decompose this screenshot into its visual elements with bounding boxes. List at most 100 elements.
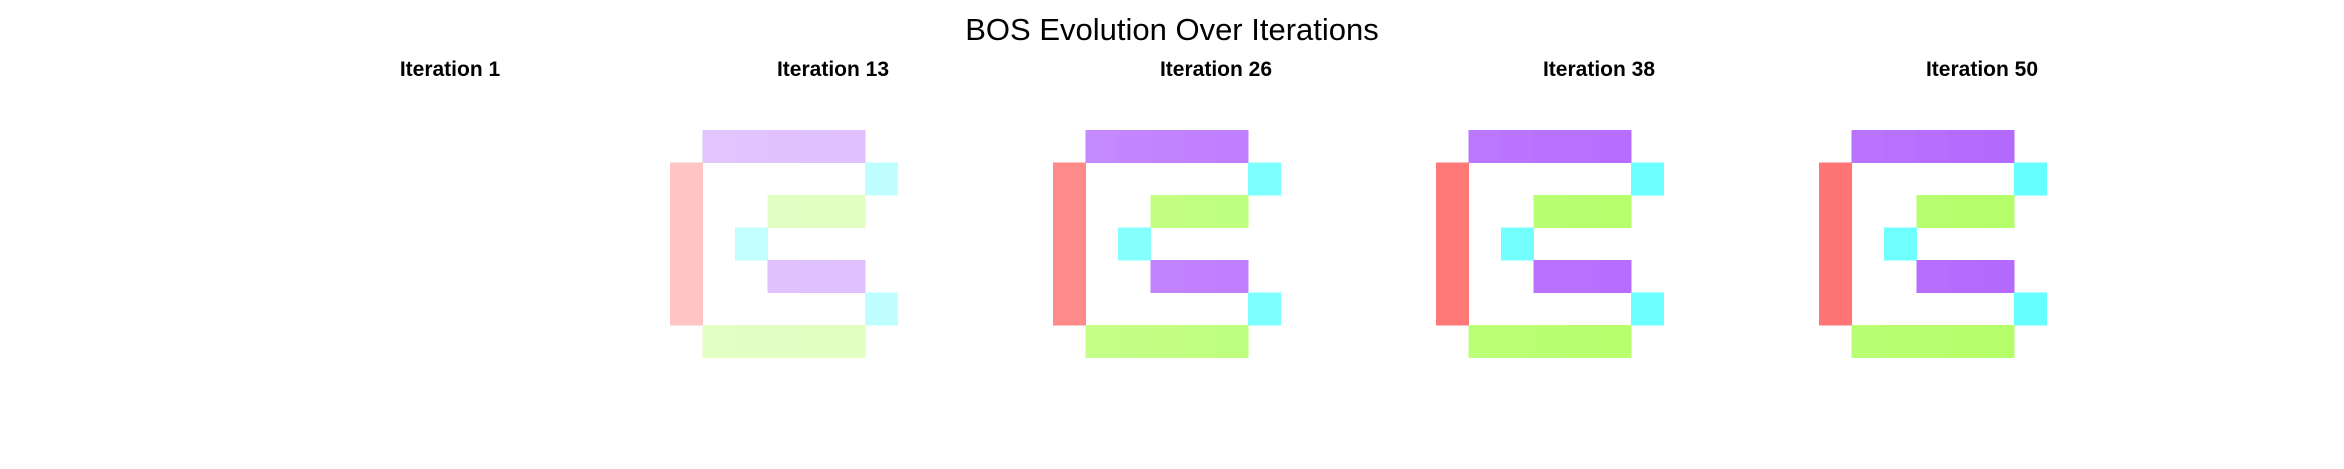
heatmap-cell-green [1533,325,1567,358]
heatmap-cell-purple [735,130,768,163]
heatmap-cell-purple [1501,130,1534,163]
heatmap-cell-cyan [1248,292,1281,326]
heatmap-cell-purple [1118,130,1151,163]
heatmap-cell-purple [1215,130,1249,163]
heatmap-cell-green [1916,195,1950,228]
heatmap-cell-purple [1916,130,1950,163]
heatmap-cell-green [1884,325,1917,358]
heatmap-cell-green [1183,325,1216,358]
heatmap-cell-green [767,325,801,358]
heatmap-cell-cyan [1118,227,1151,261]
heatmap-cell-green [1150,195,1184,228]
panel-heatmap [1436,130,1664,358]
heatmap-cell-red [1053,227,1086,261]
heatmap-cell-green [1981,325,2015,358]
heatmap-cell-red [670,260,703,293]
heatmap-cell-red [1819,260,1852,293]
heatmap-cell-cyan [865,292,898,326]
heatmap-cell-purple [1533,260,1567,293]
panel-heatmap [1819,130,2047,358]
heatmap-cell-red [1053,162,1086,196]
heatmap-cell-green [702,325,736,358]
heatmap-cell-green [800,325,833,358]
heatmap-cell-purple [1150,130,1184,163]
heatmap-cell-purple [1085,130,1119,163]
heatmap-cell-green [735,325,768,358]
heatmap-cell-cyan [1884,227,1917,261]
heatmap-cell-purple [832,130,866,163]
heatmap-cell-green [1085,325,1119,358]
heatmap-cell-red [1053,195,1086,228]
heatmap-cell-red [1053,292,1086,326]
heatmap-cell-cyan [2014,162,2047,196]
panel-heatmap [285,92,615,352]
heatmap-cell-cyan [865,162,898,196]
heatmap-cell-purple [1150,260,1184,293]
heatmap-cell-red [1053,260,1086,293]
heatmap-cell-red [1436,260,1469,293]
heatmap-cell-purple [800,260,833,293]
heatmap-cell-red [670,227,703,261]
heatmap-cell-purple [1566,260,1599,293]
heatmap-cell-cyan [1631,162,1664,196]
heatmap-cell-red [1436,227,1469,261]
panel-title: Iteration 1 [399,58,501,81]
heatmap-cell-purple [767,260,801,293]
panel-iteration-13: Iteration 13 [668,58,998,358]
heatmap-cell-purple [1468,130,1502,163]
heatmap-cell-green [1566,325,1599,358]
heatmap-cell-green [1949,195,1982,228]
heatmap-cell-purple [1884,130,1917,163]
heatmap-cell-red [1436,195,1469,228]
panel-iteration-1: Iteration 1 [285,58,615,358]
panel-title: Iteration 50 [1925,58,2039,81]
heatmap-cell-purple [1598,260,1632,293]
heatmap-cell-red [1819,162,1852,196]
heatmap-cell-green [1501,325,1534,358]
heatmap-cell-purple [1183,130,1216,163]
panel-title: Iteration 13 [776,58,890,81]
heatmap-cell-purple [800,130,833,163]
heatmap-cell-green [1916,325,1950,358]
heatmap-cell-red [670,162,703,196]
heatmap-cell-red [670,292,703,326]
heatmap-cell-cyan [2014,292,2047,326]
heatmap-cell-green [1533,195,1567,228]
heatmap-cell-purple [1981,260,2015,293]
heatmap-cell-purple [1949,130,1982,163]
heatmap-cell-cyan [735,227,768,261]
heatmap-cell-purple [1949,260,1982,293]
heatmap-cell-green [1215,325,1249,358]
heatmap-cell-green [1598,325,1632,358]
heatmap-cell-green [1598,195,1632,228]
heatmap-cell-green [1215,195,1249,228]
heatmap-cell-purple [1981,130,2015,163]
heatmap-cell-green [1118,325,1151,358]
heatmap-cell-green [1150,325,1184,358]
panel-iteration-50: Iteration 50 [1817,58,2147,358]
heatmap-cell-purple [1851,130,1885,163]
heatmap-cell-cyan [1248,162,1281,196]
heatmap-cell-red [1436,162,1469,196]
heatmap-cell-green [1566,195,1599,228]
heatmap-cell-purple [702,130,736,163]
heatmap-cell-green [1949,325,1982,358]
heatmap-cell-purple [1566,130,1599,163]
heatmap-cell-purple [1916,260,1950,293]
heatmap-cell-green [832,195,866,228]
heatmap-cell-purple [767,130,801,163]
heatmap-cell-green [767,195,801,228]
heatmap-cell-green [1468,325,1502,358]
heatmap-cell-green [832,325,866,358]
heatmap-cell-red [1819,292,1852,326]
panel-title: Iteration 26 [1159,58,1273,81]
heatmap-cell-purple [1215,260,1249,293]
heatmap-cell-purple [1533,130,1567,163]
panel-heatmap [670,130,898,358]
heatmap-cell-green [1981,195,2015,228]
heatmap-cell-purple [1598,130,1632,163]
heatmap-cell-red [670,195,703,228]
panel-iteration-26: Iteration 26 [1051,58,1381,358]
panel-iteration-38: Iteration 38 [1434,58,1764,358]
